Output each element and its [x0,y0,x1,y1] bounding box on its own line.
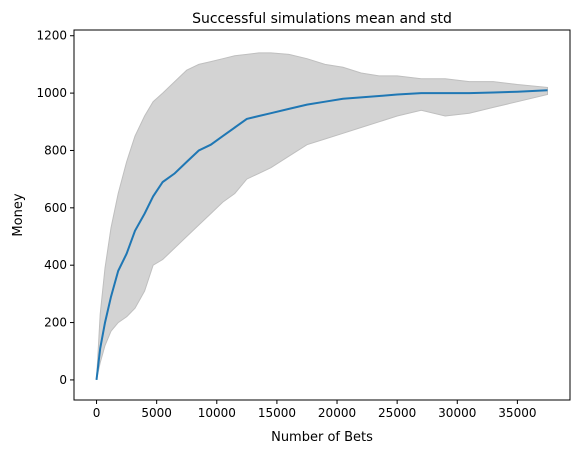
chart-title: Successful simulations mean and std [192,11,452,27]
y-axis-ticks: 0 200 400 600 800 1000 1200 [36,29,74,387]
y-tick-label: 200 [44,316,67,330]
x-tick-label: 10000 [198,406,236,420]
x-tick-label: 0 [93,406,101,420]
mean-line [95,89,548,381]
y-tick-label: 800 [44,143,67,157]
y-tick-label: 1000 [36,86,67,100]
y-axis-label: Money [11,193,26,236]
x-tick-label: 15000 [258,406,296,420]
y-tick-label: 0 [59,373,67,387]
x-tick-label: 20000 [318,406,356,420]
plot-frame [73,29,571,401]
y-tick-label: 600 [44,201,67,215]
x-axis-ticks: 0 5000 10000 15000 20000 25000 30000 35000 [93,400,536,420]
x-axis-label: Number of Bets [271,430,373,445]
y-tick-label: 400 [44,258,67,272]
y-tick-label: 1200 [36,29,67,43]
x-tick-label: 5000 [141,406,172,420]
x-tick-label: 35000 [498,406,536,420]
x-tick-label: 25000 [378,406,416,420]
x-tick-label: 30000 [438,406,476,420]
